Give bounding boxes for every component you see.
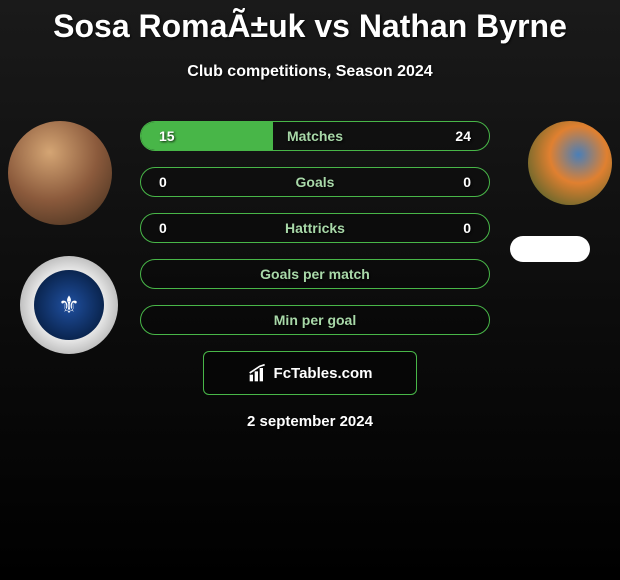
club-badge-right <box>510 236 590 262</box>
date-label: 2 september 2024 <box>247 413 373 430</box>
stat-row-goals: 0 Goals 0 <box>140 167 490 197</box>
stat-right-value: 24 <box>455 128 471 144</box>
stat-label: Min per goal <box>274 312 356 328</box>
stat-label: Hattricks <box>285 220 345 236</box>
player-right-avatar <box>528 121 612 205</box>
stat-row-min-per-goal: Min per goal <box>140 305 490 335</box>
stat-row-hattricks: 0 Hattricks 0 <box>140 213 490 243</box>
stat-right-value: 0 <box>463 174 471 190</box>
fleur-de-lis-icon: ⚜ <box>34 270 104 340</box>
stat-label: Goals <box>296 174 335 190</box>
stat-row-matches: 15 Matches 24 <box>140 121 490 151</box>
logo-text: FcTables.com <box>274 365 373 382</box>
stats-list: 15 Matches 24 0 Goals 0 0 Hattricks 0 Go… <box>140 121 490 351</box>
stat-left-value: 0 <box>159 174 167 190</box>
stat-row-goals-per-match: Goals per match <box>140 259 490 289</box>
page-title: Sosa RomaÃ±uk vs Nathan Byrne <box>0 0 620 45</box>
chart-icon <box>248 363 268 383</box>
source-logo: FcTables.com <box>203 351 417 395</box>
stat-right-value: 0 <box>463 220 471 236</box>
stat-left-value: 15 <box>159 128 175 144</box>
stat-left-value: 0 <box>159 220 167 236</box>
subtitle: Club competitions, Season 2024 <box>0 63 620 81</box>
player-left-avatar <box>8 121 112 225</box>
club-badge-left: ⚜ <box>20 256 118 354</box>
stat-label: Goals per match <box>260 266 370 282</box>
stat-label: Matches <box>287 128 343 144</box>
